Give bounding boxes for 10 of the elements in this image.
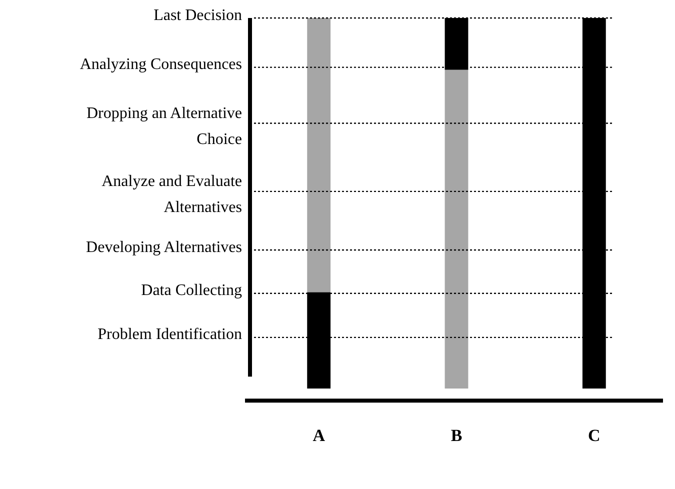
- ref-line-label: Data Collecting: [140, 281, 242, 302]
- ref-line-label: Problem Identification: [96, 325, 242, 346]
- ref-line-label: Analyze and Evaluate Alternatives: [100, 172, 242, 218]
- x-tick-label: A: [312, 426, 326, 446]
- ref-line-label: Analyzing Consequences: [78, 55, 242, 76]
- ref-line-label: Developing Alternatives: [85, 238, 242, 258]
- ref-line-label: Last Decision: [152, 6, 242, 26]
- ref-line-label: Dropping an Alternative Choice: [85, 104, 242, 150]
- x-tick-label: B: [450, 426, 462, 446]
- x-tick-label: C: [588, 426, 600, 446]
